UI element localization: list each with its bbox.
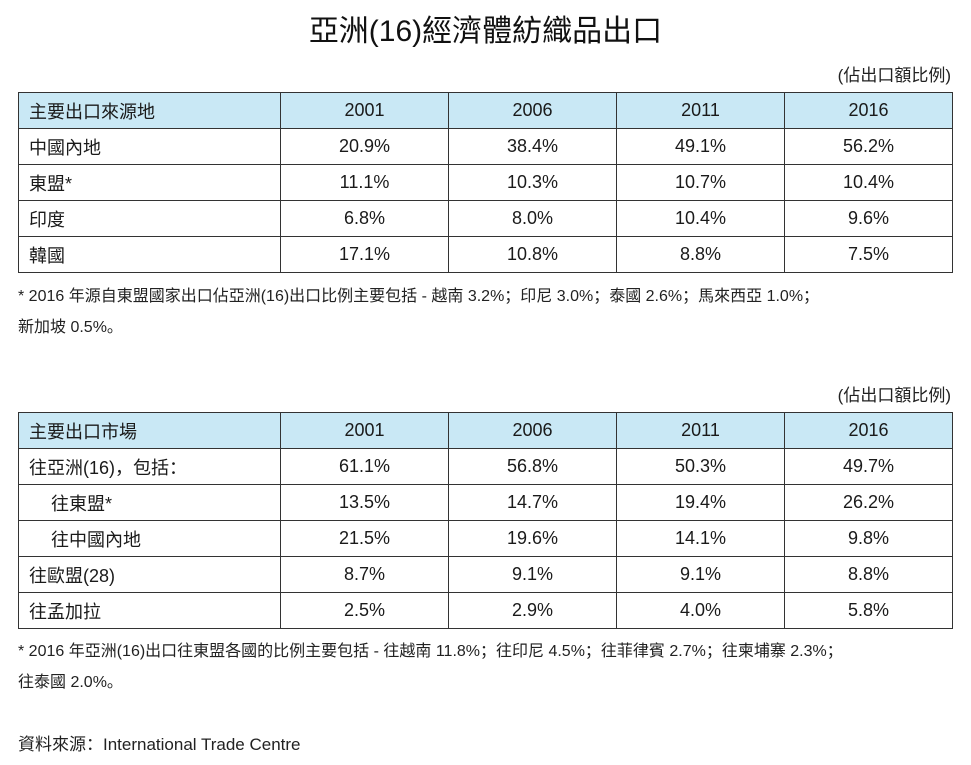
footnote-line: * 2016 年源自東盟國家出口佔亞洲(16)出口比例主要包括 - 越南 3.2… <box>18 288 820 305</box>
row-label: 往中國內地 <box>18 520 281 557</box>
table1-unit-label: (佔出口額比例) <box>837 66 951 85</box>
table-cell: 14.1% <box>616 520 785 557</box>
export-source-table: 主要出口來源地 2001 2006 2011 2016 中國內地 20.9% 3… <box>18 92 953 273</box>
table-cell: 19.6% <box>448 520 617 557</box>
table-row: 韓國 17.1% 10.8% 8.8% 7.5% <box>18 236 953 273</box>
row-label: 印度 <box>18 200 281 237</box>
footnote-line: 新加坡 0.5%。 <box>18 319 123 336</box>
table-cell: 10.7% <box>616 164 785 201</box>
table-cell: 8.7% <box>280 556 449 593</box>
column-header: 2001 <box>280 92 449 129</box>
table-cell: 10.8% <box>448 236 617 273</box>
table-row: 往歐盟(28) 8.7% 9.1% 9.1% 8.8% <box>18 556 953 593</box>
row-label: 中國內地 <box>18 128 281 165</box>
export-market-table: 主要出口市場 2001 2006 2011 2016 往亞洲(16)，包括： 6… <box>18 412 953 629</box>
column-header: 2011 <box>616 412 785 449</box>
table1-footnote: * 2016 年源自東盟國家出口佔亞洲(16)出口比例主要包括 - 越南 3.2… <box>18 281 958 343</box>
table-cell: 56.2% <box>784 128 953 165</box>
row-label: 往孟加拉 <box>18 592 281 629</box>
table-cell: 8.8% <box>784 556 953 593</box>
table-cell: 10.4% <box>616 200 785 237</box>
table-row: 往東盟* 13.5% 14.7% 19.4% 26.2% <box>18 484 953 521</box>
column-header: 2001 <box>280 412 449 449</box>
table-cell: 9.6% <box>784 200 953 237</box>
table-cell: 38.4% <box>448 128 617 165</box>
table-cell: 2.9% <box>448 592 617 629</box>
table-cell: 8.8% <box>616 236 785 273</box>
table-cell: 61.1% <box>280 448 449 485</box>
table-cell: 20.9% <box>280 128 449 165</box>
row-label: 往東盟* <box>18 484 281 521</box>
table-row: 東盟* 11.1% 10.3% 10.7% 10.4% <box>18 164 953 201</box>
table-cell: 11.1% <box>280 164 449 201</box>
table-header-row: 主要出口市場 2001 2006 2011 2016 <box>18 412 953 449</box>
table-cell: 9.8% <box>784 520 953 557</box>
table-cell: 4.0% <box>616 592 785 629</box>
table-cell: 13.5% <box>280 484 449 521</box>
table-row: 中國內地 20.9% 38.4% 49.1% 56.2% <box>18 128 953 165</box>
table-row: 往亞洲(16)，包括： 61.1% 56.8% 50.3% 49.7% <box>18 448 953 485</box>
table-cell: 10.4% <box>784 164 953 201</box>
table-cell: 10.3% <box>448 164 617 201</box>
table-cell: 8.0% <box>448 200 617 237</box>
table-cell: 50.3% <box>616 448 785 485</box>
table-cell: 17.1% <box>280 236 449 273</box>
column-header: 主要出口市場 <box>18 412 281 449</box>
table-cell: 19.4% <box>616 484 785 521</box>
row-label: 韓國 <box>18 236 281 273</box>
table-cell: 21.5% <box>280 520 449 557</box>
table-row: 往孟加拉 2.5% 2.9% 4.0% 5.8% <box>18 592 953 629</box>
column-header: 2016 <box>784 412 953 449</box>
table-cell: 7.5% <box>784 236 953 273</box>
table2-footnote: * 2016 年亞洲(16)出口往東盟各國的比例主要包括 - 往越南 11.8%… <box>18 636 958 698</box>
table-cell: 9.1% <box>616 556 785 593</box>
table-cell: 49.7% <box>784 448 953 485</box>
table-cell: 5.8% <box>784 592 953 629</box>
footnote-line: * 2016 年亞洲(16)出口往東盟各國的比例主要包括 - 往越南 11.8%… <box>18 643 843 660</box>
column-header: 2006 <box>448 412 617 449</box>
table-row: 往中國內地 21.5% 19.6% 14.1% 9.8% <box>18 520 953 557</box>
table-cell: 26.2% <box>784 484 953 521</box>
page-title: 亞洲(16)經濟體紡織品出口 <box>308 15 663 48</box>
row-label: 東盟* <box>18 164 281 201</box>
table-cell: 14.7% <box>448 484 617 521</box>
table-cell: 9.1% <box>448 556 617 593</box>
column-header: 2016 <box>784 92 953 129</box>
table-cell: 56.8% <box>448 448 617 485</box>
table-cell: 49.1% <box>616 128 785 165</box>
table-cell: 6.8% <box>280 200 449 237</box>
column-header: 主要出口來源地 <box>18 92 281 129</box>
table-cell: 2.5% <box>280 592 449 629</box>
footnote-line: 往泰國 2.0%。 <box>18 674 123 691</box>
row-label: 往亞洲(16)，包括： <box>18 448 281 485</box>
row-label: 往歐盟(28) <box>18 556 281 593</box>
table2-unit-label: (佔出口額比例) <box>837 386 951 405</box>
source-note: 資料來源：International Trade Centre <box>18 735 301 754</box>
column-header: 2011 <box>616 92 785 129</box>
column-header: 2006 <box>448 92 617 129</box>
table-header-row: 主要出口來源地 2001 2006 2011 2016 <box>18 92 953 129</box>
table-row: 印度 6.8% 8.0% 10.4% 9.6% <box>18 200 953 237</box>
